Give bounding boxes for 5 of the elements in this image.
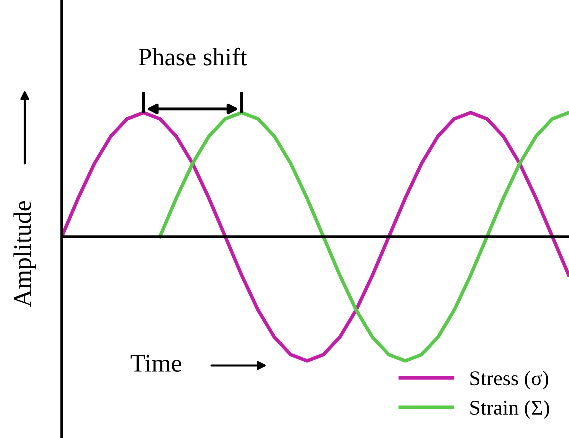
text: Phase shift bbox=[139, 48, 248, 66]
y-axis-title: Amplitude bbox=[14, 201, 36, 308]
legend-label: Strain (Σ) bbox=[470, 400, 550, 420]
annotation: Time bbox=[130, 355, 182, 372]
legend-label: Stress (σ) bbox=[470, 370, 548, 390]
